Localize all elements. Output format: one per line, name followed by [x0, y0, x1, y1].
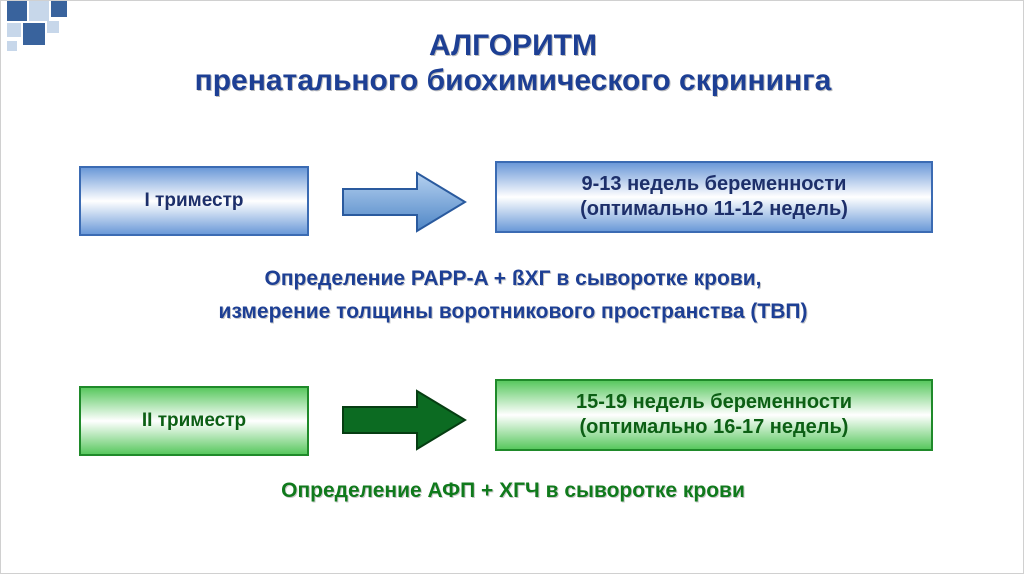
slide: АЛГОРИТМ пренатального биохимического ск…	[0, 0, 1024, 574]
box-trimester-2-label: II триместр	[142, 410, 246, 432]
caption-row1-line2: измерение толщины воротникового простран…	[1, 296, 1024, 329]
box-trimester-1: I триместр	[79, 166, 309, 236]
box-weeks-2: 15-19 недель беременности (оптимально 16…	[495, 379, 933, 451]
title-line-2: пренатального биохимического скрининга	[1, 64, 1024, 99]
caption-row1: Определение PAPP-A + ßХГ в сыворотке кро…	[1, 263, 1024, 328]
box-weeks-1-line1: 9-13 недель беременности	[580, 172, 848, 197]
caption-row2: Определение АФП + ХГЧ в сыворотке крови	[1, 479, 1024, 503]
caption-row2-text: Определение АФП + ХГЧ в сыворотке крови	[281, 479, 745, 502]
caption-row1-line1: Определение PAPP-A + ßХГ в сыворотке кро…	[1, 263, 1024, 296]
title-line-1: АЛГОРИТМ	[1, 29, 1024, 64]
box-trimester-2: II триместр	[79, 386, 309, 456]
box-trimester-1-label: I триместр	[145, 190, 244, 212]
arrow-green	[339, 387, 469, 453]
title-block: АЛГОРИТМ пренатального биохимического ск…	[1, 29, 1024, 98]
box-weeks-2-line2: (оптимально 16-17 недель)	[576, 415, 852, 440]
arrow-blue	[339, 169, 469, 235]
box-weeks-2-line1: 15-19 недель беременности	[576, 390, 852, 415]
box-weeks-1-line2: (оптимально 11-12 недель)	[580, 197, 848, 222]
box-weeks-1: 9-13 недель беременности (оптимально 11-…	[495, 161, 933, 233]
